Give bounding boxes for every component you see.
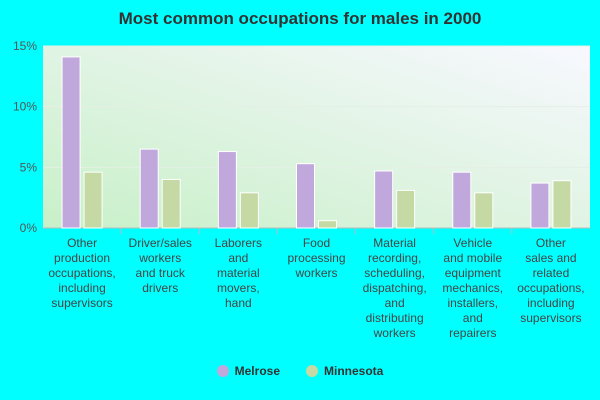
bar-melrose-5: [452, 171, 472, 229]
bar-minnesota-1: [161, 178, 181, 229]
y-tick-label: 15%: [13, 39, 37, 53]
bar-minnesota-5: [474, 192, 494, 229]
bar-melrose-3: [296, 163, 315, 229]
bar-melrose-0: [61, 56, 81, 229]
y-tick-label: 0%: [20, 221, 38, 235]
x-category-label: Vehicle and mobile equipment mechanics, inst…: [442, 236, 503, 340]
grid-lines: [43, 45, 590, 234]
category-labels: Other production occupations, including supe…: [48, 236, 584, 340]
bar-minnesota-0: [83, 171, 103, 229]
chart-title: Most common occupations for males in 200…: [118, 9, 482, 28]
legend-swatch-melrose: [216, 365, 229, 377]
legend-label-minnesota: Minnesota: [324, 364, 384, 378]
bar-minnesota-2: [239, 192, 259, 229]
legend: Melrose Minnesota: [0, 364, 600, 378]
x-category-label: Driver/sales workers and truck drivers: [129, 236, 192, 295]
bars: [61, 56, 572, 229]
bar-minnesota-4: [396, 189, 416, 229]
y-axis-ticks: 0% 5% 10% 15%: [13, 39, 37, 235]
bar-melrose-2: [217, 151, 237, 229]
legend-item-minnesota: Minnesota: [306, 364, 383, 378]
bar-melrose-6: [530, 182, 550, 229]
x-category-label: Food processing workers: [287, 236, 345, 280]
bar-minnesota-3: [318, 220, 337, 229]
bar-minnesota-6: [552, 180, 572, 229]
legend-swatch-minnesota: [306, 365, 318, 377]
y-tick-label: 5%: [20, 160, 38, 174]
x-category-label: Laborers and material movers, hand: [215, 236, 262, 310]
legend-item-melrose: Melrose: [216, 364, 280, 378]
bar-melrose-4: [374, 170, 394, 229]
x-category-label: Other sales and related occupations, includi…: [517, 236, 584, 325]
y-tick-label: 10%: [13, 100, 37, 114]
bar-melrose-1: [139, 148, 159, 229]
x-category-label: Other production occupations, including supe…: [48, 236, 115, 310]
x-category-label: Material recording, scheduling, dispatching…: [363, 236, 427, 340]
legend-label-melrose: Melrose: [234, 364, 280, 378]
plot-area: [43, 46, 590, 228]
